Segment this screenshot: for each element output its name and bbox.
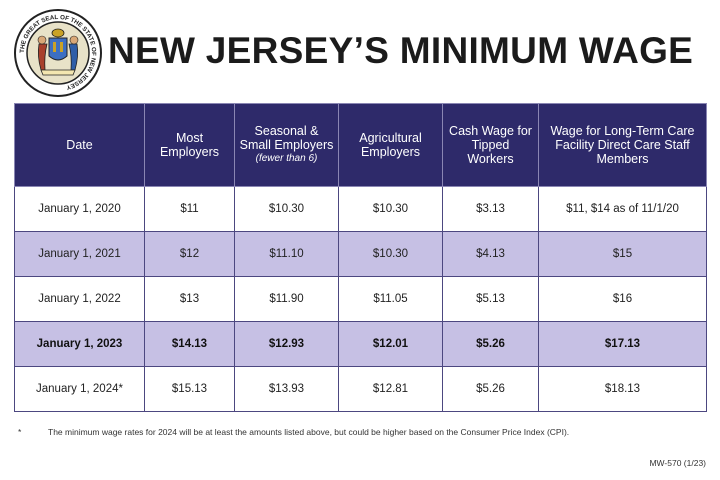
table-header-row: Date Most Employers Seasonal & Small Emp… xyxy=(14,103,707,187)
cell-date: January 1, 2023 xyxy=(14,321,145,367)
cell-agricultural: $11.05 xyxy=(338,276,443,322)
cell-tipped: $3.13 xyxy=(442,186,539,232)
cell-most-employers: $11 xyxy=(144,186,235,232)
cell-tipped: $5.26 xyxy=(442,366,539,412)
cell-agricultural: $10.30 xyxy=(338,186,443,232)
minimum-wage-table: Date Most Employers Seasonal & Small Emp… xyxy=(14,103,707,412)
cell-seasonal: $12.93 xyxy=(234,321,339,367)
cell-date: January 1, 2022 xyxy=(14,276,145,322)
footnote: * The minimum wage rates for 2024 will be… xyxy=(18,427,708,437)
cell-agricultural: $12.81 xyxy=(338,366,443,412)
column-header-most-employers: Most Employers xyxy=(144,103,235,187)
column-header-seasonal-small: Seasonal & Small Employers (fewer than 6… xyxy=(234,103,339,187)
cell-long-term-care: $15 xyxy=(538,231,707,277)
cell-agricultural: $12.01 xyxy=(338,321,443,367)
page-title: NEW JERSEY’S MINIMUM WAGE xyxy=(108,30,694,71)
column-header-tipped-workers: Cash Wage for Tipped Workers xyxy=(442,103,539,187)
table-row: January 1, 2020 $11 $10.30 $10.30 $3.13 … xyxy=(14,186,707,232)
seasonal-header-label: Seasonal & Small Employers xyxy=(239,124,334,152)
cell-seasonal: $10.30 xyxy=(234,186,339,232)
table-row: January 1, 2022 $13 $11.90 $11.05 $5.13 … xyxy=(14,276,707,322)
footnote-text: The minimum wage rates for 2024 will be … xyxy=(48,427,570,437)
cell-long-term-care: $17.13 xyxy=(538,321,707,367)
column-header-long-term-care: Wage for Long-Term Care Facility Direct … xyxy=(538,103,707,187)
cell-seasonal: $13.93 xyxy=(234,366,339,412)
footnote-marker: * xyxy=(18,427,22,437)
cell-most-employers: $13 xyxy=(144,276,235,322)
cell-most-employers: $15.13 xyxy=(144,366,235,412)
cell-date: January 1, 2020 xyxy=(14,186,145,232)
cell-agricultural: $10.30 xyxy=(338,231,443,277)
cell-seasonal: $11.90 xyxy=(234,276,339,322)
cell-most-employers: $12 xyxy=(144,231,235,277)
cell-most-employers: $14.13 xyxy=(144,321,235,367)
cell-seasonal: $11.10 xyxy=(234,231,339,277)
cell-tipped: $4.13 xyxy=(442,231,539,277)
column-header-date: Date xyxy=(14,103,145,187)
cell-date: January 1, 2024* xyxy=(14,366,145,412)
seasonal-header-note: (fewer than 6) xyxy=(255,153,318,164)
column-header-agricultural: Agricultural Employers xyxy=(338,103,443,187)
nj-state-seal-icon: THE GREAT SEAL OF THE STATE OF NEW JERSE… xyxy=(14,9,102,97)
cell-date: January 1, 2021 xyxy=(14,231,145,277)
cell-long-term-care: $16 xyxy=(538,276,707,322)
cell-long-term-care: $18.13 xyxy=(538,366,707,412)
table-row: January 1, 2024* $15.13 $13.93 $12.81 $5… xyxy=(14,366,707,412)
cell-tipped: $5.13 xyxy=(442,276,539,322)
table-row: January 1, 2021 $12 $11.10 $10.30 $4.13 … xyxy=(14,231,707,277)
form-code: MW-570 (1/23) xyxy=(649,458,706,468)
cell-long-term-care: $11, $14 as of 11/1/20 xyxy=(538,186,707,232)
table-row: January 1, 2023 $14.13 $12.93 $12.01 $5.… xyxy=(14,321,707,367)
cell-tipped: $5.26 xyxy=(442,321,539,367)
